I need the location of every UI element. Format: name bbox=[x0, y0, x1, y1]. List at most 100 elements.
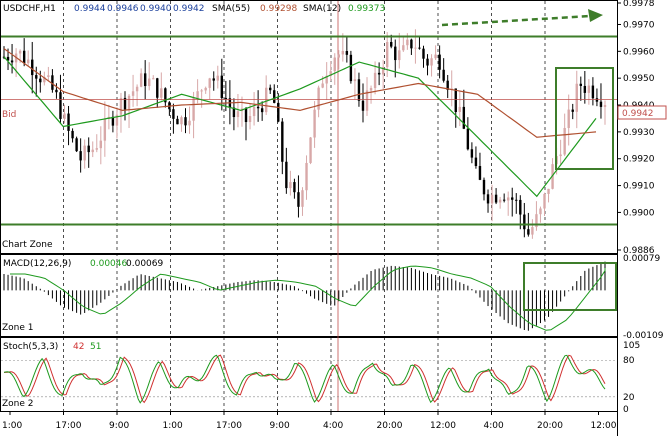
candle-body bbox=[192, 98, 195, 121]
macd-histogram bbox=[3, 261, 617, 331]
candle-body bbox=[293, 182, 296, 193]
candle-body bbox=[398, 50, 401, 61]
candle-body bbox=[248, 116, 252, 123]
highlight-box-macd bbox=[523, 262, 617, 311]
candle-body bbox=[297, 192, 300, 207]
candle-body bbox=[220, 75, 224, 98]
candle-body bbox=[67, 113, 70, 131]
candle-body bbox=[583, 85, 587, 93]
candle-body bbox=[337, 54, 340, 58]
candle-body bbox=[148, 78, 151, 87]
candle-body bbox=[515, 199, 518, 201]
candle-body bbox=[406, 39, 409, 46]
candle-body bbox=[305, 162, 308, 191]
macd-main-value: 0.00046 bbox=[90, 259, 127, 269]
candle-body bbox=[478, 166, 482, 180]
candle-body bbox=[502, 199, 506, 201]
x-tick-label: 12:00 bbox=[430, 421, 456, 431]
candle-body bbox=[498, 199, 502, 203]
candle-body bbox=[402, 45, 405, 51]
candle-body bbox=[309, 137, 312, 163]
candle-body bbox=[313, 109, 316, 138]
candle-body bbox=[139, 73, 143, 87]
candle-body bbox=[87, 145, 90, 153]
stoch-main-line bbox=[3, 354, 606, 404]
candle-body bbox=[208, 78, 211, 88]
moving-averages bbox=[1, 35, 617, 226]
main-legend: USDCHF,H1 0.9944 0.9946 0.9940 0.9942 SM… bbox=[3, 4, 385, 14]
stoch-label: Stoch(5,3,3) bbox=[3, 342, 58, 352]
candle-body bbox=[454, 88, 457, 112]
candle-body bbox=[506, 197, 510, 201]
stoch-y-tick-label: 0 bbox=[623, 405, 629, 415]
candle-body bbox=[55, 89, 58, 93]
candle-body bbox=[341, 51, 345, 55]
bid-label: Bid bbox=[2, 110, 16, 120]
candle-body bbox=[482, 179, 486, 195]
sma12-value: 0.99373 bbox=[348, 4, 385, 14]
y-tick-label: 0.9886 bbox=[623, 246, 655, 256]
y-tick-label: 0.9920 bbox=[623, 155, 655, 165]
sma55-value: 0.99298 bbox=[260, 4, 297, 14]
y-tick-label: 0.9900 bbox=[623, 208, 655, 218]
stochastic-lines bbox=[1, 354, 617, 404]
candle-body bbox=[289, 182, 292, 189]
symbol-label: USDCHF,H1 bbox=[3, 4, 56, 14]
candle-body bbox=[369, 88, 373, 91]
low-value: 0.9940 bbox=[140, 4, 172, 14]
candle-body bbox=[176, 118, 179, 125]
candle-body bbox=[559, 154, 562, 157]
candle-body bbox=[458, 106, 461, 112]
candle-body bbox=[83, 145, 86, 161]
candle-body bbox=[224, 97, 228, 99]
candle-body bbox=[131, 91, 135, 96]
x-tick-label: 12:00 bbox=[591, 421, 617, 431]
candle-body bbox=[277, 102, 280, 122]
candle-body bbox=[103, 118, 107, 141]
x-tick-label: 17:00 bbox=[216, 421, 242, 431]
candle-body bbox=[333, 57, 336, 72]
candle-body bbox=[418, 47, 421, 49]
candle-body bbox=[269, 87, 272, 91]
candle-body bbox=[519, 199, 522, 215]
candle-body bbox=[373, 72, 377, 89]
candle-body bbox=[91, 149, 94, 153]
candle-body bbox=[115, 114, 119, 126]
candle-body bbox=[579, 83, 582, 86]
candle-body bbox=[470, 149, 474, 158]
candle-body bbox=[446, 80, 449, 90]
candle-body bbox=[349, 54, 353, 82]
y-tick-label: 0.9978 bbox=[623, 0, 655, 9]
candle-body bbox=[43, 76, 46, 83]
x-tick-label: 4:00 bbox=[323, 421, 343, 431]
candle-body bbox=[301, 190, 304, 207]
candle-body bbox=[430, 58, 433, 66]
candle-body bbox=[164, 88, 167, 103]
candle-body bbox=[361, 100, 365, 111]
candle-body bbox=[523, 214, 526, 230]
zone1-label: Zone 1 bbox=[2, 323, 34, 333]
x-tick-label: 1:00 bbox=[2, 421, 22, 431]
zone2-label: Zone 2 bbox=[2, 399, 34, 409]
candle-body bbox=[599, 101, 603, 107]
candle-body bbox=[260, 108, 264, 113]
candle-body bbox=[172, 109, 175, 119]
candle-body bbox=[18, 50, 22, 54]
candle-body bbox=[422, 48, 425, 59]
candle-body bbox=[256, 106, 260, 109]
candle-body bbox=[135, 86, 139, 92]
bid-price-value: 0.9942 bbox=[622, 109, 654, 119]
candle-body bbox=[273, 90, 276, 103]
candle-body bbox=[539, 208, 542, 215]
open-value: 0.9944 bbox=[74, 4, 106, 14]
candle-body bbox=[603, 105, 607, 107]
candle-body bbox=[160, 88, 163, 98]
candle-body bbox=[511, 197, 514, 200]
candle-body bbox=[27, 59, 30, 64]
y-tick-label: 0.9910 bbox=[623, 182, 655, 192]
candle-body bbox=[79, 151, 82, 161]
chart-zone-label: Chart Zone bbox=[2, 240, 53, 250]
candle-body bbox=[252, 106, 256, 117]
